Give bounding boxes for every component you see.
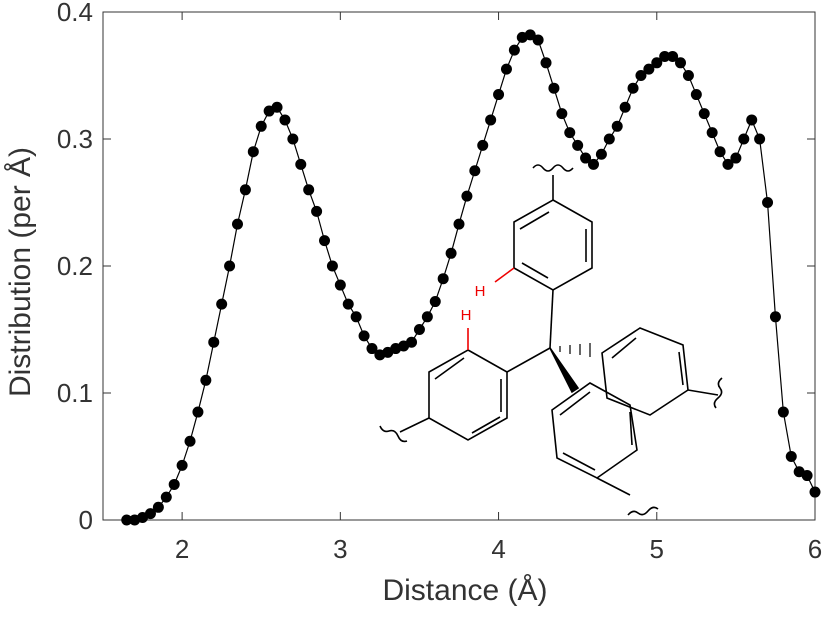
data-point [160, 491, 172, 503]
x-tick-label: 6 [808, 534, 822, 564]
data-point [801, 470, 813, 482]
data-point [809, 486, 821, 498]
data-point [200, 374, 212, 386]
data-point [224, 260, 236, 272]
data-point [682, 70, 694, 81]
data-point [651, 57, 663, 69]
data-point [762, 197, 774, 208]
data-point [184, 435, 196, 447]
data-point [619, 101, 631, 113]
data-point [548, 82, 560, 94]
data-point [540, 57, 552, 69]
data-point [192, 406, 204, 418]
data-point [524, 29, 536, 41]
data-point [231, 218, 243, 230]
data-point [675, 57, 687, 69]
atom-label: H [461, 307, 472, 324]
y-tick-label: 0 [79, 505, 93, 535]
data-point [319, 235, 331, 247]
y-tick-label: 0.2 [57, 251, 93, 281]
data-point [366, 343, 378, 355]
data-point [730, 152, 742, 164]
y-tick-label: 0.4 [57, 0, 93, 27]
x-tick-label: 2 [175, 534, 189, 564]
data-point [239, 184, 251, 196]
data-point [785, 451, 797, 462]
data-point [627, 82, 639, 94]
data-point [121, 514, 133, 526]
data-point [461, 190, 473, 202]
data-point [287, 133, 299, 145]
data-point [690, 89, 702, 101]
data-point [453, 218, 465, 230]
molecule [379, 164, 723, 516]
data-point [587, 158, 599, 170]
plot-frame [102, 11, 816, 521]
data-point [350, 311, 362, 323]
data-point [477, 139, 489, 151]
data-point [445, 247, 457, 259]
data-point [429, 296, 441, 308]
data-point [144, 508, 156, 520]
data-line [126, 34, 816, 521]
data-point [295, 158, 307, 170]
data-point [303, 184, 315, 196]
data-point [437, 273, 449, 285]
data-point [777, 406, 789, 418]
atom-label: H [475, 283, 486, 300]
data-point [714, 146, 726, 158]
y-tick-label: 0.3 [57, 124, 93, 154]
data-point [493, 89, 505, 101]
data-point [176, 459, 188, 471]
data-point [754, 133, 766, 145]
data-point [334, 279, 346, 291]
data-point [168, 478, 180, 490]
data-point [508, 44, 520, 56]
data-point [611, 120, 623, 132]
x-tick-label: 4 [491, 534, 505, 564]
data-point [311, 205, 323, 217]
data-point [580, 152, 592, 164]
x-tick-label: 3 [333, 534, 347, 564]
data-point [485, 114, 497, 126]
data-point [279, 114, 291, 126]
data-point [271, 101, 283, 113]
x-axis-label: Distance (Å) [382, 574, 547, 607]
data-point [500, 63, 512, 75]
data-point [152, 501, 164, 513]
data-point [667, 50, 679, 62]
data-point [255, 120, 267, 132]
data-point [635, 70, 647, 81]
data-point [659, 50, 671, 62]
data-point [746, 114, 758, 126]
x-tick-label: 5 [650, 534, 664, 564]
data-point [342, 298, 354, 310]
data-point [706, 127, 718, 139]
y-tick-label: 0.1 [57, 378, 93, 408]
data-point [406, 336, 418, 348]
data-point [738, 133, 750, 145]
y-axis-label: Distribution (per Å) [4, 147, 37, 397]
data-point [556, 108, 568, 120]
data-point [413, 324, 425, 335]
data-point [216, 298, 228, 310]
data-point [769, 311, 781, 323]
data-point [421, 311, 433, 323]
data-point [532, 34, 544, 46]
data-point [722, 158, 734, 170]
data-point [643, 63, 655, 75]
data-point [572, 139, 584, 151]
data-point [208, 336, 220, 348]
data-point [595, 148, 607, 160]
data-point [564, 127, 576, 139]
data-point [698, 108, 710, 120]
data-point [358, 330, 370, 342]
data-point [326, 260, 338, 272]
data-point [247, 146, 259, 158]
data-point [603, 133, 615, 145]
data-point [469, 165, 481, 177]
